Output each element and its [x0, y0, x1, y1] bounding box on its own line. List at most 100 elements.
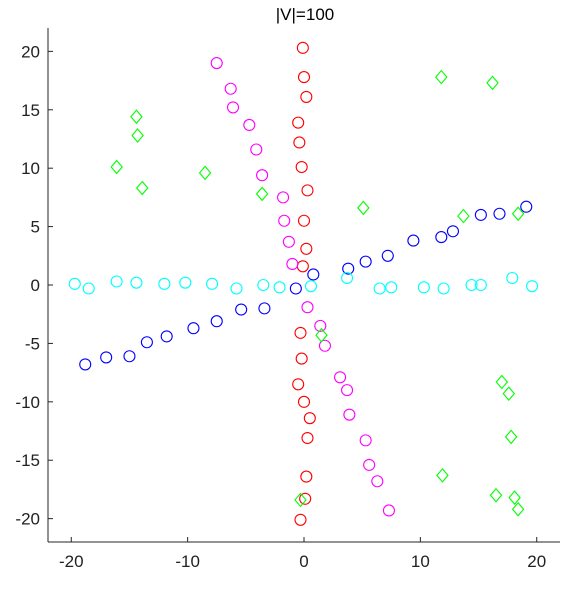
data-point-diamond [357, 200, 370, 216]
data-point-circle [256, 169, 269, 182]
data-point-circle [342, 262, 355, 275]
data-point-circle [465, 278, 478, 292]
data-point-circle [359, 255, 372, 268]
data-point-circle [343, 408, 356, 421]
y-tick-label: -5 [25, 334, 40, 353]
data-point-circle [382, 504, 395, 517]
data-point-circle [446, 225, 459, 238]
data-point-diamond [435, 69, 448, 85]
data-point-circle [334, 371, 347, 384]
data-point-diamond [436, 468, 449, 483]
data-point-circle [130, 276, 143, 289]
data-point-circle [300, 470, 313, 483]
data-point-circle [140, 336, 153, 349]
data-point-circle [282, 235, 295, 248]
data-point-circle [292, 116, 305, 129]
data-point-circle [206, 277, 219, 290]
data-point-circle [257, 278, 270, 292]
axes: -20 -10 0 10 20 -20 -15 -10 -5 0 5 10 15 20 [15, 28, 560, 571]
data-point-circle [68, 277, 81, 290]
series-3 [210, 56, 395, 517]
data-point-diamond [511, 501, 525, 517]
data-point-circle [417, 281, 430, 294]
chart-title: |V|=100 [276, 5, 334, 24]
data-point-circle [295, 352, 308, 365]
data-point-circle [158, 277, 171, 290]
data-point-circle [235, 303, 248, 316]
y-tick-label: -20 [15, 510, 40, 529]
data-point-circle [435, 231, 448, 244]
data-point-circle [210, 315, 223, 328]
data-point-circle [297, 395, 311, 408]
data-point-circle [359, 434, 372, 447]
data-point-circle [296, 41, 309, 54]
y-tick-label: -10 [15, 393, 40, 412]
data-point-diamond [198, 165, 212, 181]
x-tick-label: -20 [59, 552, 84, 571]
data-point-circle [493, 207, 506, 220]
data-point-circle [381, 249, 394, 262]
data-points [68, 41, 539, 526]
data-point-circle [407, 234, 420, 247]
data-point-circle [301, 184, 314, 197]
data-point-circle [250, 143, 263, 156]
data-point-circle [100, 351, 113, 364]
data-point-diamond [504, 429, 518, 445]
data-point-circle [300, 90, 313, 103]
data-point-circle [286, 257, 299, 271]
data-point-circle [273, 281, 286, 294]
data-point-circle [243, 118, 256, 132]
data-point-circle [294, 326, 307, 339]
y-tick-label: 0 [31, 276, 40, 295]
data-point-diamond [508, 490, 521, 505]
data-point-circle [230, 282, 243, 295]
data-point-diamond [130, 109, 143, 125]
data-point-diamond [502, 386, 516, 401]
data-point-circle [79, 358, 92, 371]
data-point-diamond [489, 487, 503, 503]
y-tick-label: 10 [21, 159, 40, 178]
data-point-circle [226, 101, 240, 114]
x-tick-label: 20 [527, 552, 546, 571]
data-point-circle [294, 513, 307, 526]
data-point-circle [110, 275, 123, 288]
data-point-circle [295, 160, 308, 174]
data-point-circle [300, 242, 313, 255]
data-point-circle [303, 412, 316, 425]
data-point-circle [296, 260, 309, 273]
data-point-circle [278, 214, 291, 227]
data-point-circle [520, 200, 533, 213]
data-point-circle [307, 268, 320, 281]
series-0 [79, 200, 533, 371]
data-point-diamond [457, 208, 470, 224]
x-tick-label: 10 [411, 552, 430, 571]
series-4 [110, 69, 525, 517]
data-point-circle [301, 431, 314, 445]
data-point-circle [187, 322, 200, 335]
data-point-diamond [294, 492, 307, 508]
data-point-circle [277, 191, 290, 204]
data-point-circle [297, 71, 311, 84]
data-point-circle [297, 214, 311, 227]
data-point-circle [299, 492, 312, 505]
data-point-diamond [110, 159, 123, 175]
x-tick-label: 0 [299, 552, 308, 571]
data-point-circle [371, 475, 384, 488]
data-point-circle [82, 282, 95, 295]
data-point-circle [506, 271, 519, 285]
data-point-circle [258, 302, 271, 315]
data-point-circle [437, 282, 450, 295]
data-point-diamond [131, 128, 144, 143]
data-point-circle [363, 458, 376, 471]
data-point-circle [385, 281, 398, 294]
data-point-circle [160, 330, 173, 343]
data-point-diamond [486, 75, 499, 91]
y-tick-label: 20 [21, 42, 40, 61]
data-point-circle [314, 319, 327, 332]
y-tick-label: 5 [31, 218, 40, 237]
data-point-circle [301, 301, 314, 314]
series-2 [292, 41, 316, 526]
series-1 [68, 271, 539, 295]
